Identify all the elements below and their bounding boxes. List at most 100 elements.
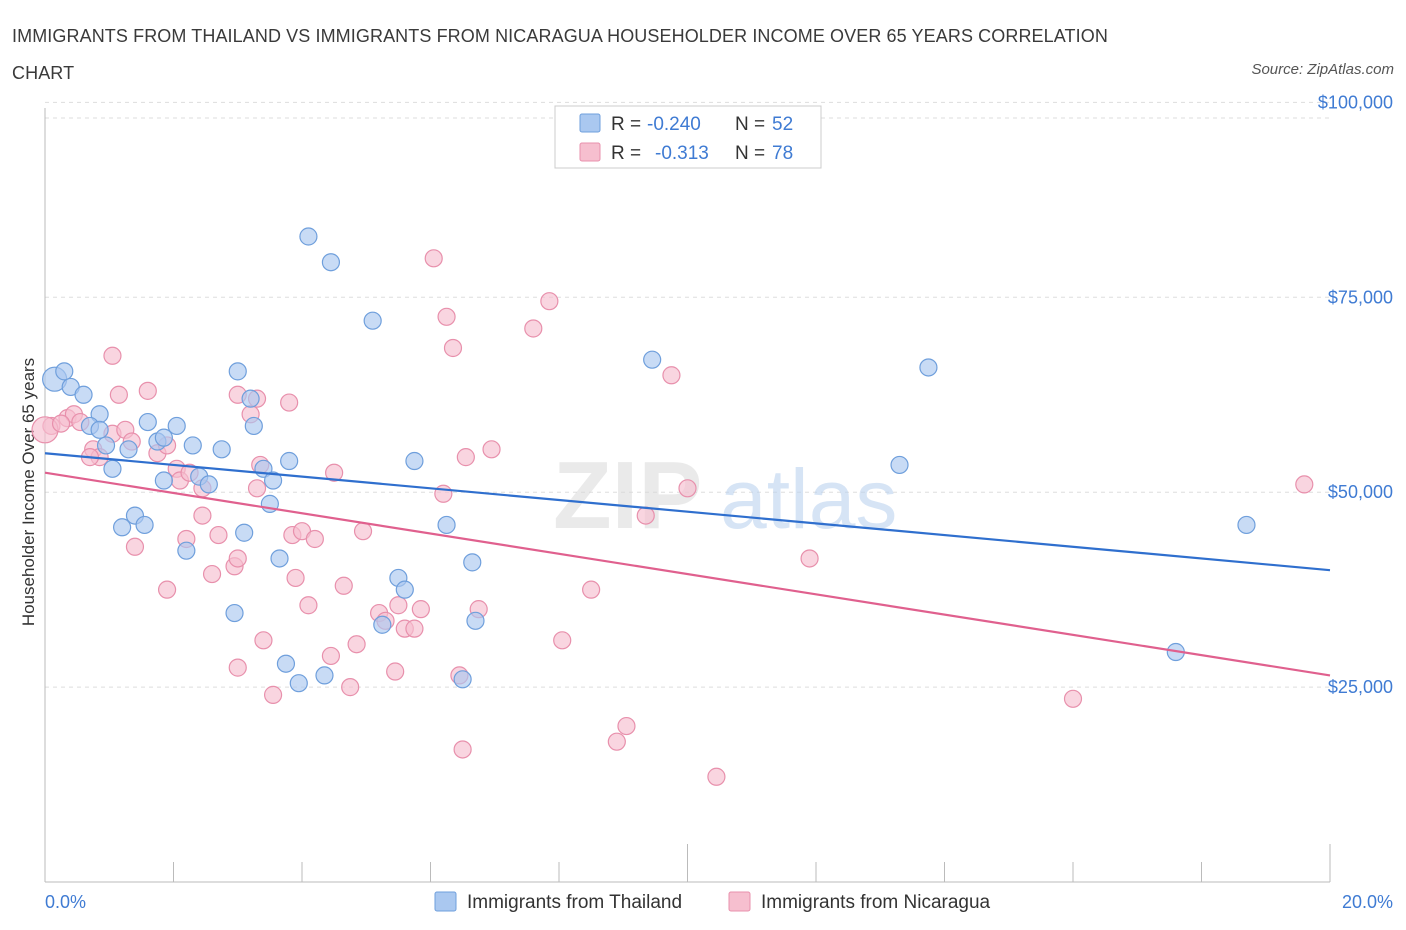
point-nicaragua [103, 346, 122, 365]
point-nicaragua [662, 366, 681, 385]
watermark-atlas: atlas [720, 452, 897, 546]
point-thailand [395, 580, 414, 599]
point-nicaragua [353, 522, 373, 541]
point-thailand [241, 389, 260, 408]
point-nicaragua [434, 484, 453, 503]
point-thailand [270, 549, 289, 568]
point-nicaragua [125, 537, 145, 556]
point-nicaragua [636, 506, 655, 525]
point-thailand [154, 428, 173, 447]
point-nicaragua [405, 619, 424, 638]
point-thailand [199, 475, 218, 494]
point-nicaragua [247, 479, 267, 498]
point-nicaragua [347, 635, 366, 654]
point-thailand [373, 615, 392, 634]
legend-r-value-thailand: -0.240 [647, 114, 701, 135]
point-thailand [1237, 515, 1256, 535]
source-label: Source: ZipAtlas.com [1251, 61, 1394, 78]
point-nicaragua [707, 767, 726, 786]
point-thailand [466, 611, 485, 630]
point-nicaragua [193, 506, 212, 525]
point-nicaragua [1063, 689, 1083, 708]
point-nicaragua [1295, 475, 1314, 494]
point-thailand [103, 459, 122, 478]
y-axis-title: Householder Income Over 65 years [19, 358, 38, 626]
point-nicaragua [524, 319, 543, 338]
point-nicaragua [228, 658, 247, 677]
y-tick-label: $75,000 [1328, 287, 1393, 307]
point-nicaragua [540, 292, 559, 311]
tick-labels: 0.0% 20.0% $25,000 $50,000 $75,000 $100,000 [45, 92, 1393, 912]
trend-line-thailand [44, 452, 1331, 572]
legend-n-label-nicaragua: N = [735, 143, 765, 164]
point-thailand [405, 451, 424, 471]
point-nicaragua [254, 631, 273, 650]
legend-swatch-thailand [579, 113, 601, 133]
point-thailand [135, 515, 154, 535]
point-thailand [244, 416, 263, 436]
point-thailand [167, 416, 186, 436]
point-nicaragua [209, 525, 228, 545]
point-nicaragua [800, 549, 819, 568]
point-thailand [183, 436, 202, 455]
point-thailand [235, 523, 254, 542]
bottom-legend-label-thailand: Immigrants from Thailand [467, 892, 682, 913]
point-thailand [119, 440, 138, 459]
point-nicaragua [157, 580, 177, 599]
point-nicaragua [437, 307, 456, 326]
point-nicaragua [228, 549, 247, 568]
trend-lines [44, 452, 1331, 677]
x-tick-label-max: 20.0% [1342, 892, 1393, 912]
point-nicaragua [456, 448, 475, 467]
point-thailand [228, 362, 247, 381]
legend-r-label-nicaragua: R = [611, 143, 641, 164]
point-thailand [225, 603, 244, 623]
point-thailand [890, 455, 909, 475]
point-nicaragua [138, 381, 157, 400]
trend-line-nicaragua [44, 471, 1331, 677]
stats-legend: R = -0.240 N = 52 R = -0.313 N = 78 [554, 105, 822, 169]
point-nicaragua [443, 338, 463, 358]
point-thailand [321, 253, 341, 272]
point-nicaragua [299, 596, 318, 615]
point-thailand [263, 471, 283, 490]
point-nicaragua [607, 732, 626, 751]
point-nicaragua [678, 479, 697, 498]
series-thailand-points [42, 227, 1256, 693]
point-nicaragua [202, 564, 222, 584]
point-nicaragua [341, 678, 360, 697]
point-nicaragua [325, 463, 344, 482]
chart-title: IMMIGRANTS FROM THAILAND VS IMMIGRANTS F… [12, 26, 1108, 83]
x-tick-label-min: 0.0% [45, 892, 86, 912]
point-nicaragua [109, 385, 128, 404]
point-nicaragua [280, 393, 299, 412]
y-tick-label: $100,000 [1318, 92, 1393, 112]
point-thailand [289, 674, 308, 693]
legend-r-label-thailand: R = [611, 114, 641, 135]
point-thailand [276, 654, 296, 673]
legend-n-value-thailand: 52 [772, 114, 793, 135]
point-nicaragua [453, 740, 472, 759]
point-nicaragua [321, 646, 341, 666]
y-tick-label: $50,000 [1328, 482, 1393, 502]
point-nicaragua [305, 529, 324, 549]
point-thailand [112, 518, 132, 537]
point-thailand [315, 666, 334, 685]
point-thailand [154, 471, 173, 490]
point-nicaragua [582, 580, 601, 599]
point-thailand [55, 362, 74, 381]
point-thailand [138, 412, 157, 432]
bottom-legend-swatch-nicaragua [728, 891, 751, 912]
point-thailand [90, 420, 109, 439]
point-nicaragua [334, 576, 353, 595]
point-nicaragua [286, 568, 305, 588]
point-nicaragua [411, 600, 430, 619]
point-nicaragua [386, 662, 405, 681]
y-tick-label: $25,000 [1328, 677, 1393, 697]
point-thailand [437, 515, 456, 535]
legend-r-value-nicaragua: -0.313 [655, 143, 709, 164]
point-nicaragua [553, 631, 572, 650]
point-nicaragua [51, 414, 71, 433]
point-nicaragua [482, 440, 501, 459]
